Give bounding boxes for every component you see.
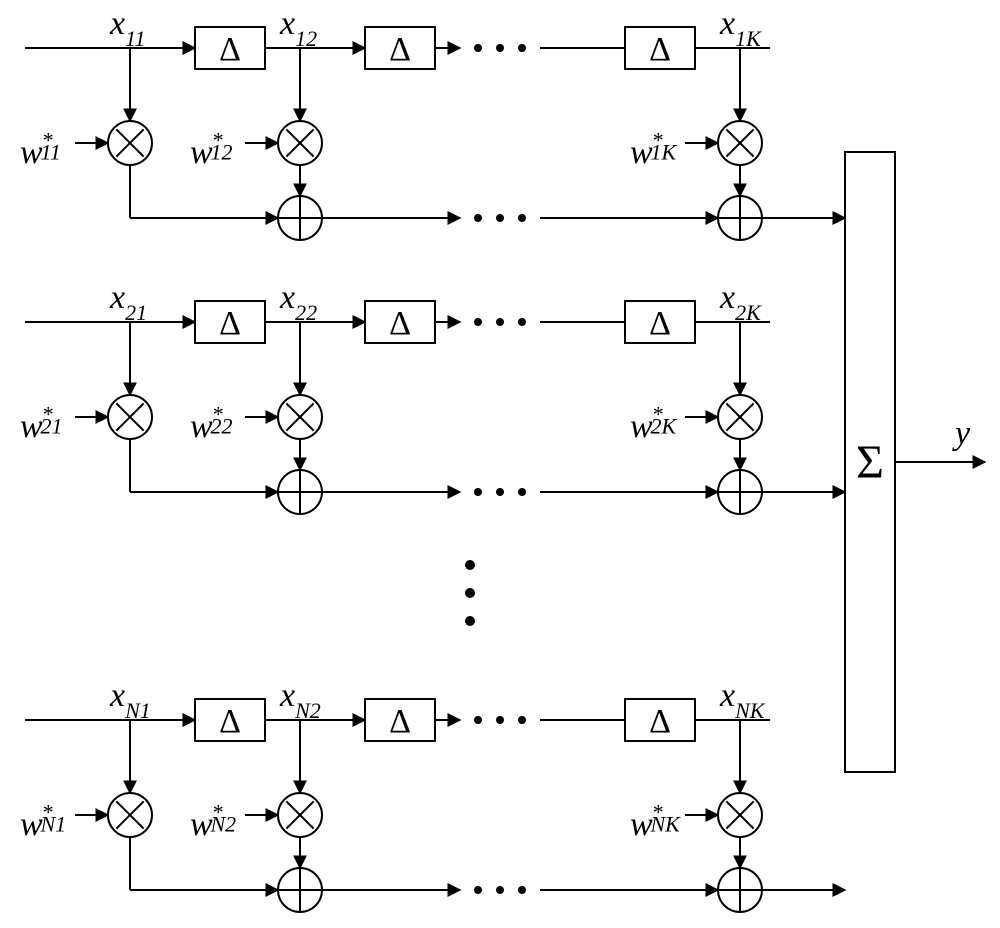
delay-box-label: Δ — [219, 31, 241, 68]
delay-box-label: Δ — [649, 31, 671, 68]
w-label: w*21 — [20, 402, 62, 445]
x-label: x12 — [279, 5, 317, 51]
output-label: y — [952, 415, 971, 452]
stap-filter-diagram: Δx11 w*11 Δx12 w*12 Δx1K w*1K Δx21 w*21 Δx22 w*22… — [0, 0, 1000, 928]
delay-box-label: Δ — [219, 703, 241, 740]
x-label: x2K — [719, 279, 762, 325]
delay-box-label: Δ — [389, 31, 411, 68]
x-label: x22 — [279, 279, 317, 325]
x-label: x21 — [109, 279, 147, 325]
delay-box-label: Δ — [389, 703, 411, 740]
sigma-label: Σ — [856, 436, 884, 489]
w-label: w*2K — [630, 402, 677, 445]
w-label: w*1K — [630, 128, 677, 171]
w-label: w*11 — [20, 128, 61, 171]
x-label: x11 — [109, 5, 145, 51]
w-label: w*N2 — [190, 800, 236, 843]
x-label: xN1 — [109, 677, 151, 723]
delay-box-label: Δ — [219, 305, 241, 342]
x-label: x1K — [719, 5, 762, 51]
w-label: w*NK — [630, 800, 681, 843]
delay-box-label: Δ — [649, 703, 671, 740]
delay-box-label: Δ — [389, 305, 411, 342]
w-label: w*22 — [190, 402, 232, 445]
w-label: w*12 — [190, 128, 232, 171]
delay-box-label: Δ — [649, 305, 671, 342]
x-label: xN2 — [279, 677, 321, 723]
x-label: xNK — [719, 677, 766, 723]
w-label: w*N1 — [20, 800, 66, 843]
